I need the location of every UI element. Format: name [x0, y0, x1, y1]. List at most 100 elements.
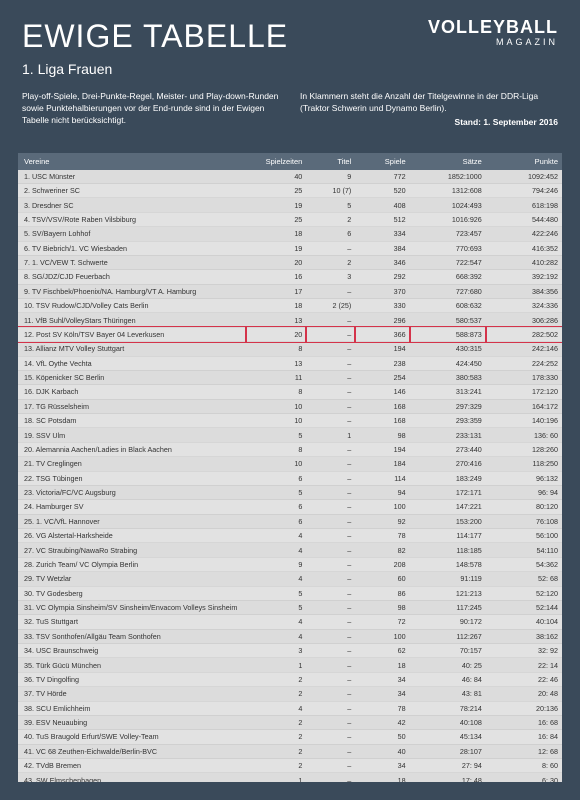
table-cell: 2 [246, 672, 306, 686]
table-cell: – [306, 241, 355, 255]
table-cell: – [306, 543, 355, 557]
table-cell: 8 [246, 342, 306, 356]
table-cell: 194 [355, 442, 409, 456]
table-row: 11. VfB Suhl/VolleyStars Thüringen13–296… [18, 313, 562, 327]
table-cell: – [306, 485, 355, 499]
table-cell: 30. TV Godesberg [18, 586, 246, 600]
table-cell: 22: 14 [486, 658, 562, 672]
table-cell: 380:583 [410, 370, 486, 384]
table-cell: 1092:452 [486, 170, 562, 184]
table-cell: 3 [306, 270, 355, 284]
table-cell: 10 [246, 414, 306, 428]
table-row: 22. TSG Tübingen6–114183:24996:132 [18, 471, 562, 485]
table-cell: – [306, 773, 355, 782]
table-cell: 25 [246, 184, 306, 198]
table-cell: 2 [306, 255, 355, 269]
table-cell: 15. Köpenicker SC Berlin [18, 370, 246, 384]
table-cell: – [306, 342, 355, 356]
table-cell: 82 [355, 543, 409, 557]
table-cell: – [306, 658, 355, 672]
table-cell: 19 [246, 198, 306, 212]
table-cell: 18 [355, 658, 409, 672]
table-row: 42. TVdB Bremen2–3427: 948: 60 [18, 759, 562, 773]
table-cell: 10. TSV Rudow/CJD/Volley Cats Berlin [18, 299, 246, 313]
stand-date: Stand: 1. September 2016 [300, 117, 558, 129]
table-cell: 580:537 [410, 313, 486, 327]
table-cell: 60 [355, 572, 409, 586]
col-saetze: Sätze [410, 153, 486, 170]
table-row: 43. SW Elmschenhagen1–1817: 486: 30 [18, 773, 562, 782]
table-cell: 28:107 [410, 744, 486, 758]
table-cell: 54:362 [486, 557, 562, 571]
table-cell: 172:120 [486, 385, 562, 399]
page: EWIGE TABELLE VOLLEYBALL MAGAZIN 1. Liga… [0, 0, 580, 800]
table-cell: 6 [246, 471, 306, 485]
table-cell: 78 [355, 529, 409, 543]
table-cell: 34 [355, 687, 409, 701]
table-cell: 18 [246, 227, 306, 241]
table-row: 15. Köpenicker SC Berlin11–254380:583178… [18, 370, 562, 384]
table-row: 7. 1. VC/VEW T. Schwerte202346722:547410… [18, 255, 562, 269]
description-row: Play-off-Spiele, Drei-Punkte-Regel, Meis… [22, 91, 558, 129]
table-row: 5. SV/Bayern Lohhof186334723:457422:246 [18, 227, 562, 241]
table-cell: 76:108 [486, 514, 562, 528]
table-cell: 40:108 [410, 715, 486, 729]
table-row: 33. TSV Sonthofen/Allgäu Team Sonthofen4… [18, 629, 562, 643]
table-cell: 114 [355, 471, 409, 485]
table-cell: 92 [355, 514, 409, 528]
table-cell: 392:192 [486, 270, 562, 284]
table-row: 10. TSV Rudow/CJD/Volley Cats Berlin182 … [18, 299, 562, 313]
table-cell: – [306, 514, 355, 528]
table-cell: – [306, 327, 355, 341]
table-cell: 21. TV Creglingen [18, 457, 246, 471]
table-cell: 334 [355, 227, 409, 241]
table-cell: 2 [246, 759, 306, 773]
table-cell: 8: 60 [486, 759, 562, 773]
table-cell: – [306, 629, 355, 643]
table-cell: 5 [246, 600, 306, 614]
table-cell: 38:162 [486, 629, 562, 643]
table-cell: 86 [355, 586, 409, 600]
table-cell: 520 [355, 184, 409, 198]
table-cell: 512 [355, 212, 409, 226]
table-cell: 233:131 [410, 428, 486, 442]
header-top: EWIGE TABELLE VOLLEYBALL MAGAZIN [22, 18, 558, 55]
table-cell: 313:241 [410, 385, 486, 399]
table-cell: – [306, 744, 355, 758]
table-cell: 153:200 [410, 514, 486, 528]
table-cell: 40:104 [486, 615, 562, 629]
table-cell: 19 [246, 241, 306, 255]
table-cell: – [306, 529, 355, 543]
table-row: 12. Post SV Köln/TSV Bayer 04 Leverkusen… [18, 327, 562, 341]
table-cell: 128:260 [486, 442, 562, 456]
table-row: 17. TG Rüsselsheim10–168297:329164:172 [18, 399, 562, 413]
table-cell: – [306, 701, 355, 715]
table-cell: 424:450 [410, 356, 486, 370]
table-cell: 168 [355, 399, 409, 413]
table-cell: 96:132 [486, 471, 562, 485]
table-row: 39. ESV Neuaubing2–4240:10816: 68 [18, 715, 562, 729]
table-cell: 52:120 [486, 586, 562, 600]
table-row: 21. TV Creglingen10–184270:416118:250 [18, 457, 562, 471]
table-cell: 11 [246, 370, 306, 384]
table-cell: 136: 60 [486, 428, 562, 442]
table-cell: 5 [246, 586, 306, 600]
table-cell: 727:680 [410, 284, 486, 298]
table-cell: 98 [355, 428, 409, 442]
table-cell: – [306, 600, 355, 614]
table-cell: 416:352 [486, 241, 562, 255]
table-cell: 38. SCU Emlichheim [18, 701, 246, 715]
table-cell: 2 (25) [306, 299, 355, 313]
table-cell: 34 [355, 672, 409, 686]
table-row: 38. SCU Emlichheim4–7878:21420:136 [18, 701, 562, 715]
table-cell: 100 [355, 500, 409, 514]
table-cell: 78 [355, 701, 409, 715]
table-cell: 384:356 [486, 284, 562, 298]
table-cell: 4 [246, 543, 306, 557]
table-cell: 140:196 [486, 414, 562, 428]
table-row: 9. TV Fischbek/Phoenix/NA. Hamburg/VT A.… [18, 284, 562, 298]
table-cell: 114:177 [410, 529, 486, 543]
table-cell: 208 [355, 557, 409, 571]
col-titel: Titel [306, 153, 355, 170]
table-cell: 20. Alemannia Aachen/Ladies in Black Aac… [18, 442, 246, 456]
